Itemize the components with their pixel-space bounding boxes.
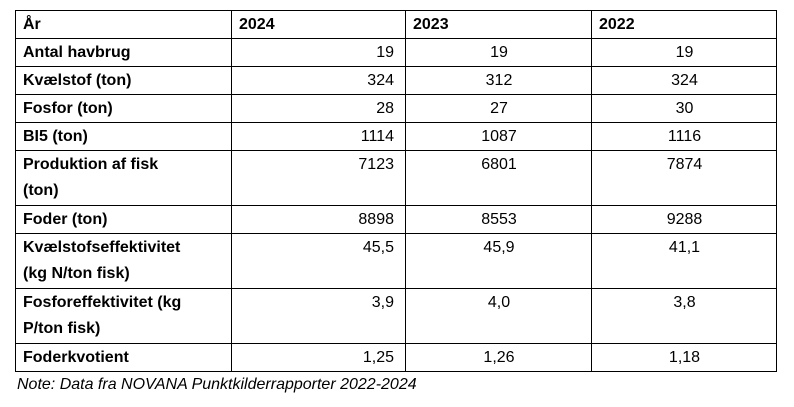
value-cell-2023: 4,0 bbox=[405, 288, 592, 344]
value-cell-2024: 3,9 bbox=[231, 288, 406, 344]
value-cell-2023: 19 bbox=[405, 38, 592, 67]
value-cell-2024: 8898 bbox=[231, 205, 406, 234]
table-row: Foderkvotient 1,25 1,26 1,18 bbox=[15, 343, 777, 372]
value-cell-2023: 312 bbox=[405, 66, 592, 95]
table-row: Kvælstof (ton) 324 312 324 bbox=[15, 66, 777, 95]
source-note: Note: Data fra NOVANA Punktkilderrapport… bbox=[17, 376, 417, 393]
value-cell-2022: 30 bbox=[591, 94, 777, 123]
row-label-cell: Produktion af fisk (ton) bbox=[15, 150, 232, 206]
value-cell-2023: 27 bbox=[405, 94, 592, 123]
row-label-cell: BI5 (ton) bbox=[15, 122, 232, 151]
table-row: Kvælstofseffektivitet (kg N/ton fisk) 45… bbox=[15, 233, 777, 289]
value-cell-2022: 324 bbox=[591, 66, 777, 95]
header-cell-2023: 2023 bbox=[405, 10, 592, 39]
header-cell-2024: 2024 bbox=[231, 10, 406, 39]
value-cell-2024: 7123 bbox=[231, 150, 406, 206]
value-cell-2022: 1,18 bbox=[591, 343, 777, 372]
value-cell-2023: 8553 bbox=[405, 205, 592, 234]
value-cell-2022: 9288 bbox=[591, 205, 777, 234]
table-row: Foder (ton) 8898 8553 9288 bbox=[15, 205, 777, 234]
value-cell-2024: 324 bbox=[231, 66, 406, 95]
value-cell-2023: 1,26 bbox=[405, 343, 592, 372]
row-label-cell: Kvælstofseffektivitet (kg N/ton fisk) bbox=[15, 233, 232, 289]
value-cell-2024: 28 bbox=[231, 94, 406, 123]
header-cell-2022: 2022 bbox=[591, 10, 777, 39]
row-label-cell: Fosforeffektivitet (kg P/ton fisk) bbox=[15, 288, 232, 344]
havbrug-data-table: År 2024 2023 2022 Antal havbrug 19 19 19… bbox=[15, 10, 777, 372]
value-cell-2022: 19 bbox=[591, 38, 777, 67]
value-cell-2022: 41,1 bbox=[591, 233, 777, 289]
row-label-cell: Kvælstof (ton) bbox=[15, 66, 232, 95]
value-cell-2023: 6801 bbox=[405, 150, 592, 206]
table-row: Fosfor (ton) 28 27 30 bbox=[15, 94, 777, 123]
row-label-cell: Foderkvotient bbox=[15, 343, 232, 372]
value-cell-2022: 7874 bbox=[591, 150, 777, 206]
value-cell-2024: 1,25 bbox=[231, 343, 406, 372]
value-cell-2022: 1116 bbox=[591, 122, 777, 151]
value-cell-2023: 1087 bbox=[405, 122, 592, 151]
table-row: BI5 (ton) 1114 1087 1116 bbox=[15, 122, 777, 151]
row-label-cell: Foder (ton) bbox=[15, 205, 232, 234]
table-row: Produktion af fisk (ton) 7123 6801 7874 bbox=[15, 150, 777, 206]
value-cell-2024: 45,5 bbox=[231, 233, 406, 289]
row-label-cell: Fosfor (ton) bbox=[15, 94, 232, 123]
value-cell-2023: 45,9 bbox=[405, 233, 592, 289]
value-cell-2024: 1114 bbox=[231, 122, 406, 151]
header-row: År 2024 2023 2022 bbox=[15, 10, 777, 39]
row-label-cell: Antal havbrug bbox=[15, 38, 232, 67]
header-cell-year: År bbox=[15, 10, 232, 39]
value-cell-2024: 19 bbox=[231, 38, 406, 67]
table-row: Antal havbrug 19 19 19 bbox=[15, 38, 777, 67]
value-cell-2022: 3,8 bbox=[591, 288, 777, 344]
table-row: Fosforeffektivitet (kg P/ton fisk) 3,9 4… bbox=[15, 288, 777, 344]
table-container: År 2024 2023 2022 Antal havbrug 19 19 19… bbox=[15, 10, 777, 372]
